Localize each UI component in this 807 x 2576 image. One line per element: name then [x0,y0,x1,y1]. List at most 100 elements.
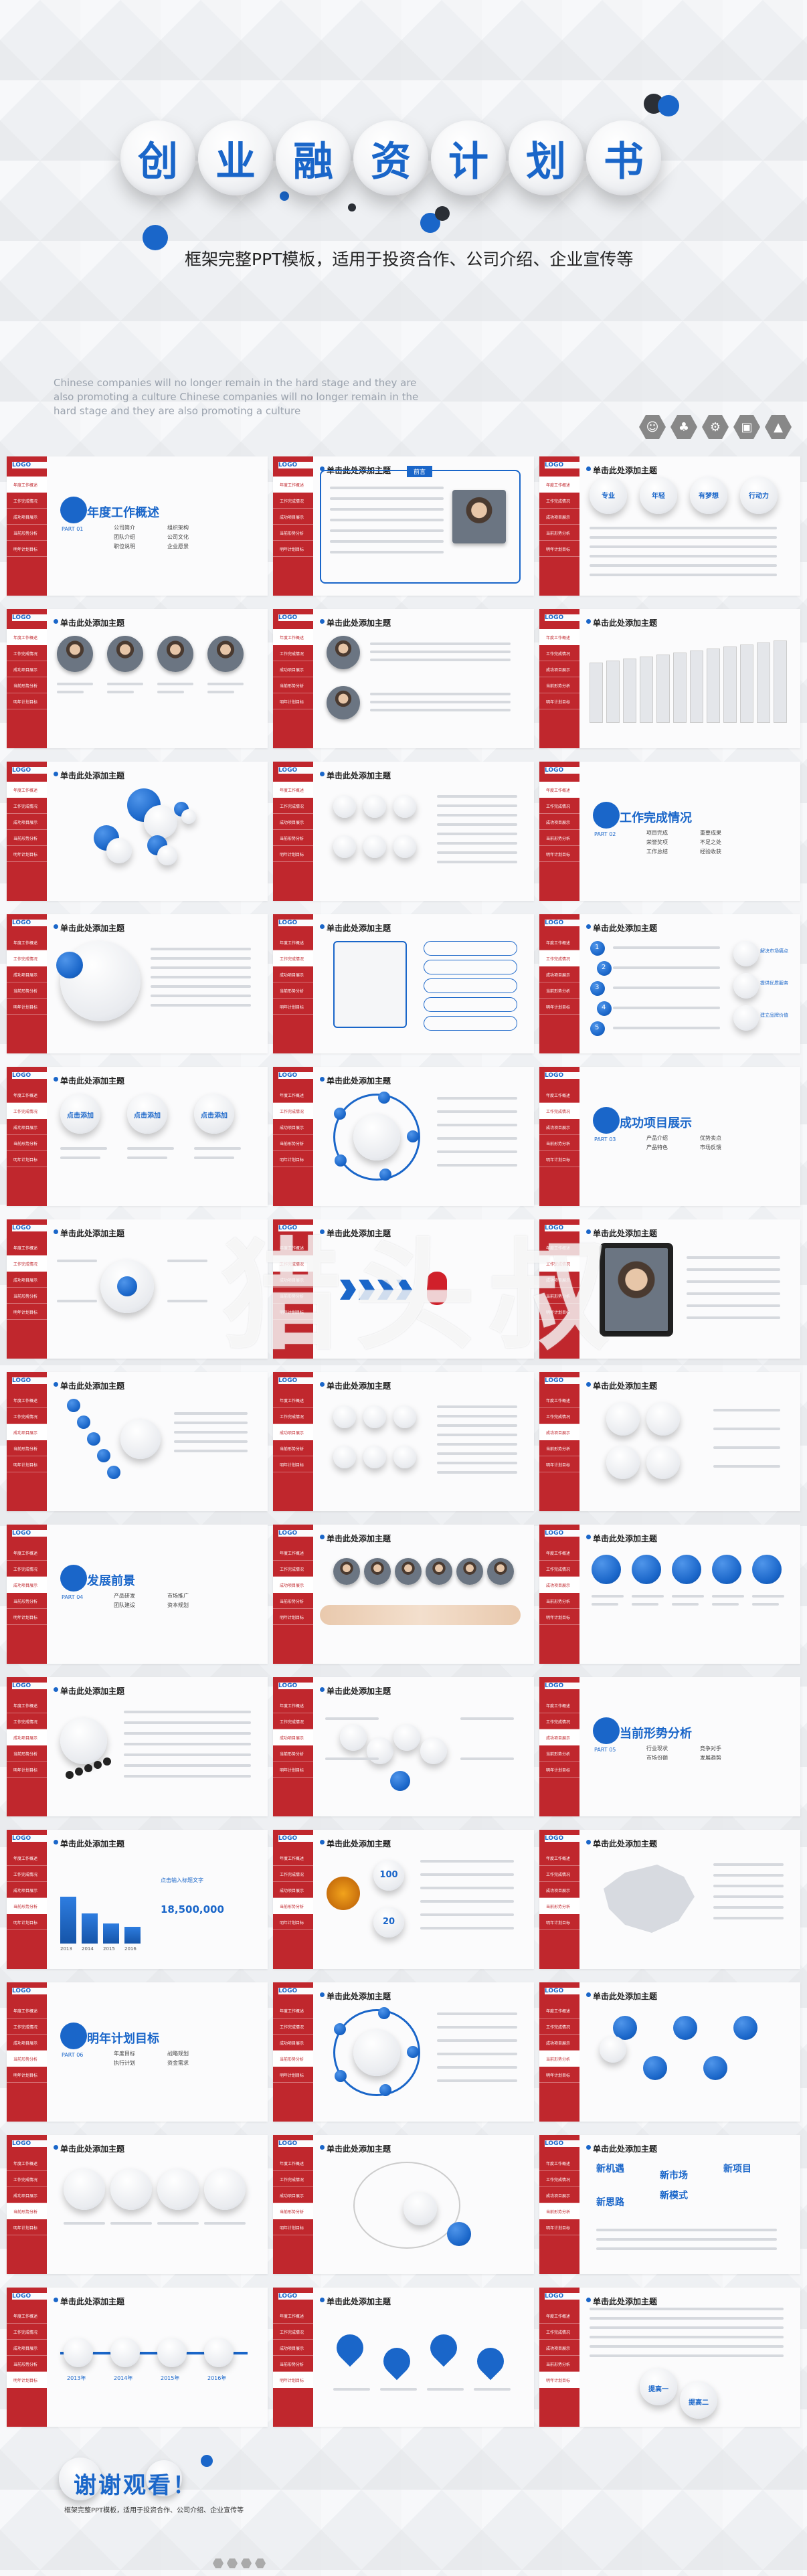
text-line [437,795,517,798]
slide-nav-item: 明年计划目标 [539,1151,579,1167]
text-line [194,1156,234,1159]
slide-nav-item: 成功项目展示 [7,814,47,830]
slide-nav-item: 当前形势分析 [7,1593,47,1609]
hero-english-text: Chinese companies will no longer remain … [54,377,419,417]
title-dot [586,466,591,471]
section-bullet: 资金需求 [167,2060,189,2066]
section-bullet: 竞争对手 [700,1745,721,1751]
slide-title: 单击此处添加主题 [593,2144,658,2154]
slide-nav-item: 当前形势分析 [7,2356,47,2372]
slide-nav: 年度工作概述 工作完成情况 成功项目展示 当前形势分析 明年计划目标 [273,2155,313,2235]
bar-year: 2013 [60,1946,72,1952]
slide-sidebar: LOGO 年度工作概述 工作完成情况 成功项目展示 当前形势分析 明年计划目标 [539,2288,585,2427]
section-bullet: 产品研发 [114,1593,135,1599]
text-line [124,1753,251,1756]
text-line [330,519,444,521]
slide-nav: 年度工作概述 工作完成情况 成功项目展示 当前形势分析 明年计划目标 [539,782,579,862]
slide-logo: LOGO [278,767,319,774]
slide-nav: 年度工作概述 工作完成情况 成功项目展示 当前形势分析 明年计划目标 [7,2155,47,2235]
text-line [330,551,444,553]
people-icon [213,2558,223,2569]
timeline-ball [110,2338,140,2367]
slide-nav-item: 年度工作概述 [273,934,313,950]
slide-nav-item: 年度工作概述 [273,2308,313,2324]
slide-nav-item: 工作完成情况 [273,950,313,966]
slide-nav-item: 工作完成情况 [539,1713,579,1729]
slide-nav-item: 成功项目展示 [273,2187,313,2203]
section-title: 明年计划目标 [87,2032,159,2046]
key-box [333,941,407,1028]
slide-logo: LOGO [545,2293,585,2300]
row-icon [752,1555,782,1584]
slide-nav-item: 成功项目展示 [273,1119,313,1135]
pill-label: 提高二 [689,2399,709,2407]
text-line [592,1603,618,1606]
text-line [613,966,720,969]
slide-nav-item: 年度工作概述 [7,1392,47,1408]
decor-ball [435,206,450,221]
slide-nav-item: 工作完成情况 [539,2171,579,2187]
timeline-ball [157,2338,187,2367]
slide-thumbnail: LOGO 年度工作概述 工作完成情况 成功项目展示 当前形势分析 明年计划目标 单击此处添加… [539,914,800,1053]
slide-nav-item: 工作完成情况 [539,2324,579,2340]
slide-logo: LOGO [12,614,52,621]
slide-nav-item: 工作完成情况 [7,1103,47,1119]
slide-nav-item: 工作完成情况 [7,798,47,814]
slide-logo: LOGO [12,920,52,926]
title-circles: 创 业 融 资 计 划 书 [120,120,661,195]
slide-nav: 年度工作概述 工作完成情况 成功项目展示 当前形势分析 明年计划目标 [273,1850,313,1930]
group-icon: ♣ [670,415,697,439]
slide-thumbnail: LOGO 年度工作概述 工作完成情况 成功项目展示 当前形势分析 明年计划目标 单击此处添加… [273,1830,534,1969]
slide-nav: 年度工作概述 工作完成情况 成功项目展示 当前形势分析 明年计划目标 [273,1697,313,1778]
slide-sidebar: LOGO 年度工作概述 工作完成情况 成功项目展示 当前形势分析 明年计划目标 [7,1219,52,1359]
slide-title: 单击此处添加主题 [593,618,658,628]
slide-nav-item: 明年计划目标 [273,541,313,557]
text-line [590,2354,784,2357]
timeline-year: 2015年 [161,2375,180,2381]
slide-title: 单击此处添加主题 [593,924,658,933]
feature-label: 点击添加 [134,1112,161,1120]
text-line [437,2012,517,2015]
team-photo [157,636,193,672]
hub-node [87,1432,100,1446]
ring-center [353,1114,400,1161]
hands [320,1605,521,1625]
text-line [370,709,511,711]
slide-nav-item: 成功项目展示 [7,2340,47,2356]
section-bullet: 产品特色 [646,1144,668,1150]
slide-nav-item: 工作完成情况 [7,950,47,966]
slide-nav-item: 年度工作概述 [539,1545,579,1561]
slide-nav-item: 成功项目展示 [7,1272,47,1288]
decor-ball [201,2455,213,2467]
title-dot [54,2145,58,2150]
option-pill [424,960,517,974]
text-line [672,1595,704,1598]
text-line [437,2053,517,2055]
slide-logo: LOGO [12,1377,52,1384]
blue-node [643,2056,667,2080]
node-ball [333,1405,356,1428]
pro-circle [740,477,778,514]
slide-thumbnail: LOGO 年度工作概述 工作完成情况 成功项目展示 当前形势分析 明年计划目标 成功项目展示… [539,1067,800,1206]
slide-logo: LOGO [12,1072,52,1079]
row-icon [712,1555,741,1584]
text-line [124,1711,251,1713]
slide-sidebar: LOGO 年度工作概述 工作完成情况 成功项目展示 当前形势分析 明年计划目标 [7,1372,52,1511]
text-line [713,1428,780,1430]
text-line [437,2066,517,2069]
slide-nav-item: 明年计划目标 [539,1609,579,1625]
slide-thumbnail: LOGO 年度工作概述 工作完成情况 成功项目展示 当前形势分析 明年计划目标 单击此处添加… [539,1982,800,2122]
slide-nav-item: 成功项目展示 [273,1729,313,1745]
slide-nav-item: 明年计划目标 [273,2219,313,2235]
thanks-subtitle: 框架完整PPT模板，适用于投资合作、公司介绍、企业宣传等 [64,2507,244,2514]
slide-nav-item: 当前形势分析 [273,525,313,541]
text-line [713,1906,784,1909]
slide-nav-item: 成功项目展示 [539,661,579,677]
slide-nav-item: 工作完成情况 [539,950,579,966]
table-col [590,663,603,723]
slide-nav: 年度工作概述 工作完成情况 成功项目展示 当前形势分析 明年计划目标 [7,2002,47,2083]
ring-node [333,2023,346,2035]
text-line [437,1462,517,1464]
section-bullet: 优势卖点 [700,1135,721,1141]
text-line [590,564,777,567]
